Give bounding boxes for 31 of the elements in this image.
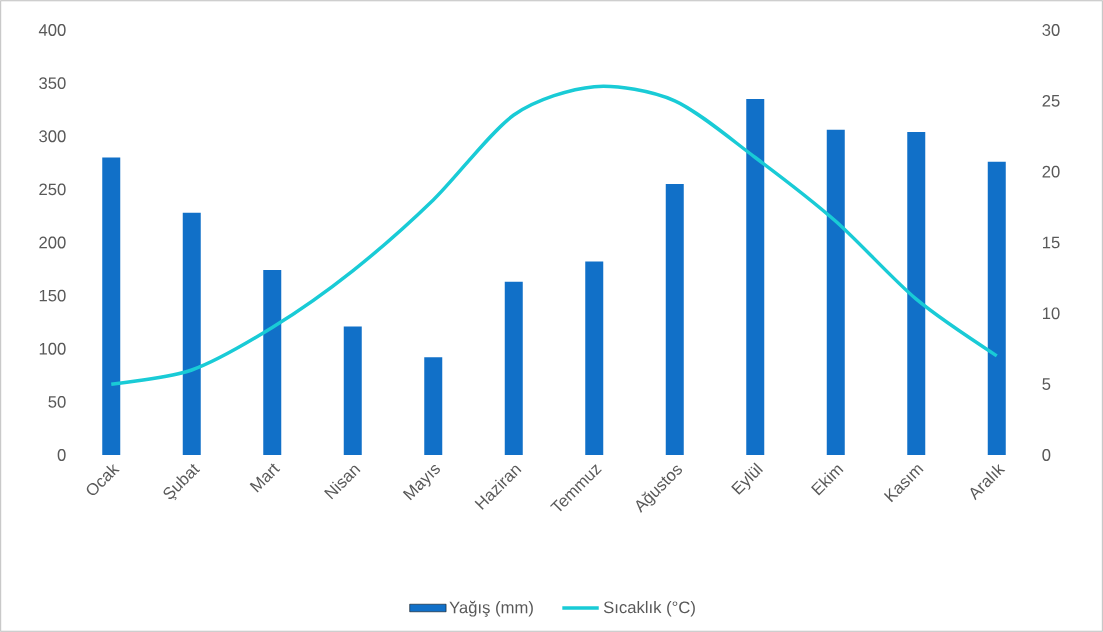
y2-tick-label: 0 [1042, 449, 1051, 461]
y-tick-label: 250 [39, 183, 66, 196]
y-tick-label: 0 [57, 449, 66, 461]
line-series [109, 84, 999, 386]
y2-tick-label: 25 [1042, 94, 1060, 107]
y-tick-label: 200 [39, 236, 66, 249]
bar [746, 99, 765, 455]
y2-tick-label: 15 [1043, 236, 1060, 249]
bar [263, 270, 282, 455]
bar [585, 261, 604, 455]
y-tick-label: 300 [39, 130, 66, 143]
y-tick-label: 150 [39, 289, 66, 302]
bar [907, 132, 926, 455]
bar [504, 281, 523, 455]
bar [182, 212, 201, 455]
y2-tick-label: 30 [1042, 24, 1060, 36]
legend-label: Sıcaklık (°C) [603, 600, 695, 617]
bar [343, 326, 362, 455]
y-tick-label: 50 [48, 395, 66, 408]
y2-tick-label: 20 [1042, 165, 1060, 178]
y-tick-label: 400 [38, 24, 66, 36]
legend-label: Yağış (mm) [449, 600, 533, 617]
bar [987, 161, 1006, 455]
bar [665, 184, 684, 455]
bar [102, 157, 121, 455]
y-tick-label: 350 [39, 77, 66, 90]
y2-tick-label: 10 [1043, 307, 1060, 320]
y-tick-label: 100 [39, 342, 66, 355]
bar [826, 129, 845, 455]
y2-tick-label: 5 [1042, 378, 1051, 390]
bar [424, 357, 443, 455]
